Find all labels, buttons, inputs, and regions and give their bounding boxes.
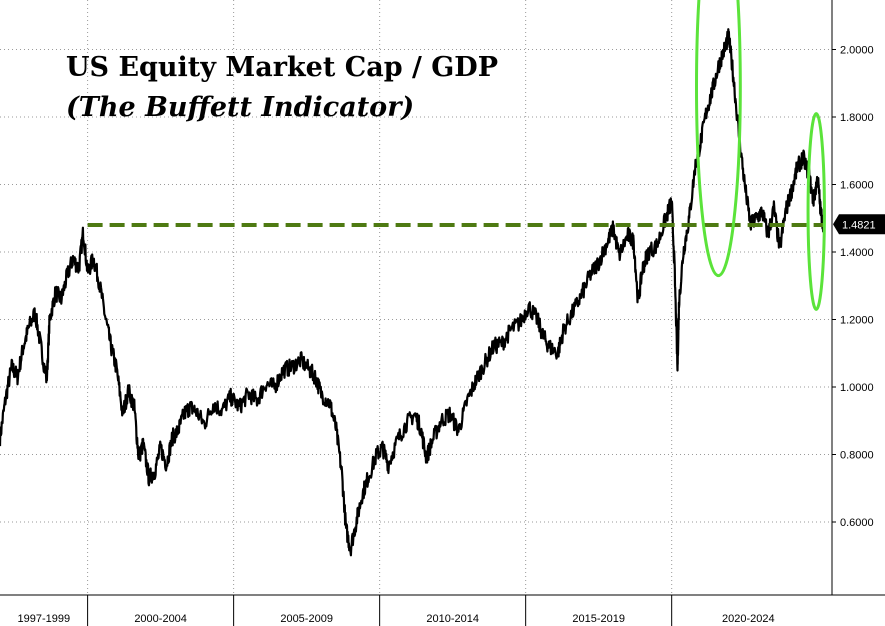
y-tick-label: 0.6000 [840, 517, 874, 529]
y-tick-label: 1.8000 [840, 112, 874, 124]
last-value-tag: 1.4821 [833, 214, 885, 235]
x-period-label: 2010-2014 [426, 613, 479, 625]
series-line-buffett-indicator [0, 28, 825, 557]
x-period-label: 2005-2009 [280, 613, 333, 625]
y-tick-label: 1.2000 [840, 315, 874, 327]
overlay-layer [87, 0, 826, 311]
y-tick-label: 1.4000 [840, 247, 874, 259]
series-layer [0, 28, 825, 557]
x-period-label: 2000-2004 [134, 613, 187, 625]
x-period-label: 2015-2019 [572, 613, 625, 625]
y-tick-label: 2.0000 [840, 45, 874, 57]
chart-subtitle: (The Buffett Indicator) [66, 92, 415, 123]
y-tick-label: 1.0000 [840, 382, 874, 394]
x-period-label: 2020-2024 [722, 613, 775, 625]
gridlines [0, 0, 832, 595]
chart-title: US Equity Market Cap / GDP [66, 52, 499, 83]
y-tick-label: 1.6000 [840, 180, 874, 192]
last-value-tag-bg [833, 214, 885, 235]
x-period-label: 1997-1999 [18, 613, 71, 625]
last-value-label: 1.4821 [842, 219, 876, 231]
highlight-ellipse [695, 0, 742, 278]
y-tick-label: 0.8000 [840, 450, 874, 462]
highlight-ellipse [806, 112, 826, 311]
